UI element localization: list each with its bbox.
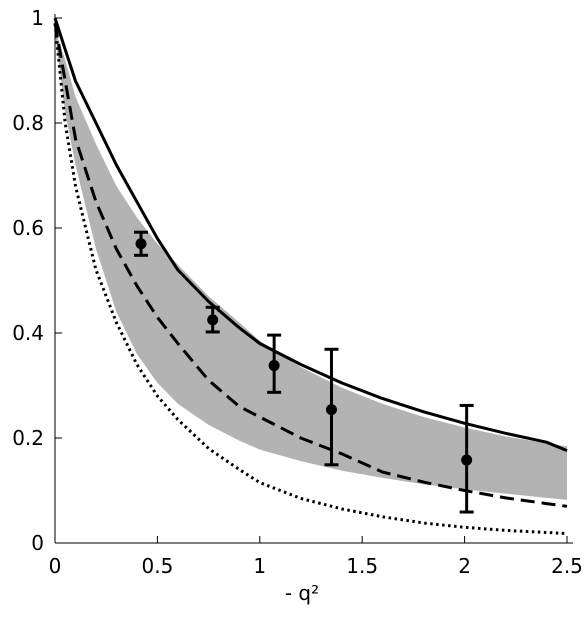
- axes-layer: [54, 14, 573, 544]
- y-tick-label: 0.2: [12, 426, 44, 450]
- dashed-curve: [53, 23, 568, 508]
- y-tick-label: 1: [31, 6, 44, 30]
- x-tick-label: 0: [49, 554, 62, 578]
- y-tick-label: 0.4: [12, 321, 44, 345]
- y-tick-label: 0: [31, 531, 44, 555]
- x-tick-label: 0.5: [141, 554, 173, 578]
- data-point: [207, 314, 219, 326]
- x-tick-label: 2: [458, 554, 471, 578]
- y-tick-label: 0.6: [12, 216, 44, 240]
- uncertainty-band: [55, 28, 567, 500]
- x-axis-title: - q²: [285, 581, 319, 605]
- series-layer: [53, 17, 568, 535]
- y-tick-label: 0.8: [12, 111, 44, 135]
- data-point: [135, 238, 147, 250]
- data-point: [325, 404, 337, 416]
- data-point: [461, 454, 473, 466]
- uncertainty-band-layer: [55, 28, 567, 500]
- solid-curve: [53, 17, 568, 452]
- x-tick-label: 1: [253, 554, 266, 578]
- data-points-layer: [134, 230, 474, 514]
- ticks-layer: 0 0.5 1 1.5 2 2.5 0 0.2 0.4 0.6 0.8 1: [12, 6, 583, 578]
- data-point: [268, 360, 280, 372]
- x-tick-label: 2.5: [551, 554, 583, 578]
- x-tick-label: 1.5: [346, 554, 378, 578]
